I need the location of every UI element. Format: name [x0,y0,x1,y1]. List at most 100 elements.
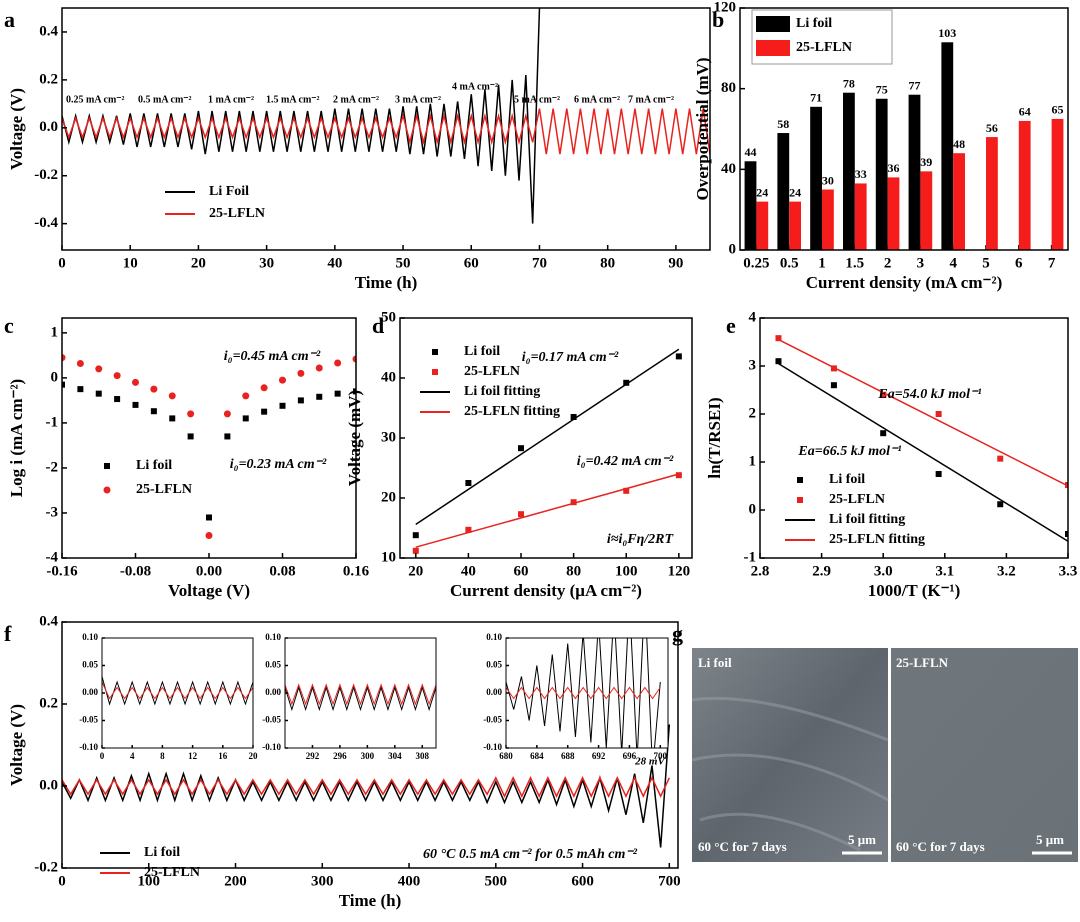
legend-marker [797,477,803,483]
value-label: 44 [744,145,756,159]
y-tick-label: 0.10 [265,632,281,642]
x-axis-label: Voltage (V) [168,581,250,600]
panel-letter: d [372,313,384,338]
legend-label: 25-LFLN fitting [464,404,560,419]
texture [691,696,889,852]
point [62,381,65,388]
y-axis-label: Overpotential (mV) [693,57,712,200]
x-tick-label: 1.5 [845,255,864,271]
series-line [506,686,661,700]
plot-area [775,335,1068,542]
axes-frame [61,7,711,251]
x-tick-label: 0.16 [343,563,370,579]
point [77,386,84,393]
fit-line [415,348,680,526]
panel-letter: f [4,621,12,646]
y-axis-label: Voltage (V) [7,88,26,170]
y-tick-label: -0.2 [34,167,58,183]
y-tick-label: 1 [749,453,757,469]
value-label: 39 [920,155,932,169]
point [279,402,286,409]
y-tick-label: -2 [46,459,59,475]
x-tick-label: 3.3 [1059,563,1078,579]
series-line [62,776,671,799]
point [132,378,139,386]
x-tick-label: 5 [982,255,990,271]
y-axis-label: Voltage (mV) [345,390,364,486]
legend-label: Li foil [829,472,865,487]
panel-letter: b [712,7,724,32]
y-tick-label: 0.00 [486,687,502,697]
point [334,359,342,367]
legend-label: 25-LFLN [209,206,265,221]
point [570,499,577,506]
x-tick-label: -0.08 [120,563,151,579]
annotation: i₀=0.45 mA cm⁻² [224,349,321,364]
bar [822,189,834,250]
annotation: 1.5 mA cm⁻² [266,94,320,105]
x-tick-label: 70 [532,255,547,271]
value-label: 75 [876,83,888,97]
point [775,358,782,365]
x-tick-label: 692 [592,751,606,761]
point [935,411,942,417]
x-tick-label: 3.2 [997,563,1016,579]
series-line [62,724,671,848]
series-line [102,681,253,700]
annotation: 3 mA cm⁻² [395,94,441,105]
x-tick-label: 0.5 [780,255,799,271]
x-tick-label: 696 [623,751,637,761]
x-tick-label: 700 [654,751,668,761]
value-label: 36 [888,161,900,175]
annotation: 5 mA cm⁻² [514,94,560,105]
point [261,408,268,415]
y-tick-label: -0.2 [34,859,58,875]
bar [941,42,954,251]
axes-frame [101,637,254,749]
y-tick-label: 0.10 [82,632,98,642]
x-tick-label: 16 [218,751,228,761]
annotation: i≈i₀Fη/2RT [607,532,675,547]
point [830,382,837,389]
x-tick-label: 0 [58,873,66,889]
point [352,355,356,363]
y-tick-label: 50 [381,309,396,325]
legend-swatch [756,40,790,56]
axes-frame [399,317,693,559]
plot-area [62,724,671,848]
y-tick-label: 0.00 [82,687,98,697]
point [997,501,1004,508]
point [353,388,356,395]
point [297,369,305,377]
annotation: 60 °C 0.5 mA cm⁻² for 0.5 mAh cm⁻² [423,847,638,862]
legend-label: 25-LFLN [464,364,520,379]
x-tick-label: 12 [188,751,198,761]
x-tick-label: 2 [884,255,892,271]
y-tick-label: -0.05 [262,715,281,725]
annotation: 0.25 mA cm⁻² [66,94,125,105]
x-tick-label: 4 [130,751,135,761]
annotation: i₀=0.23 mA cm⁻² [230,457,327,472]
bar [756,201,769,250]
value-label: 78 [843,76,855,90]
bar [810,106,822,250]
y-tick-label: 4 [749,309,757,325]
annotation: 6 mA cm⁻² [574,94,620,105]
point [114,396,121,403]
plot-area [102,676,253,706]
plot-area [506,638,661,748]
point [412,547,419,554]
inset-background [285,638,436,748]
x-tick-label: 3 [917,255,925,271]
image-label: Li foil [698,655,732,670]
y-tick-label: 0.0 [39,777,58,793]
axes-frame [505,637,669,749]
y-tick-label: 3 [749,357,757,373]
point [1065,531,1068,537]
fit-line [778,338,1068,487]
y-tick-label: 0.00 [265,687,281,697]
point [113,372,121,380]
point [95,365,103,373]
point [76,359,84,367]
bar [1051,118,1064,251]
